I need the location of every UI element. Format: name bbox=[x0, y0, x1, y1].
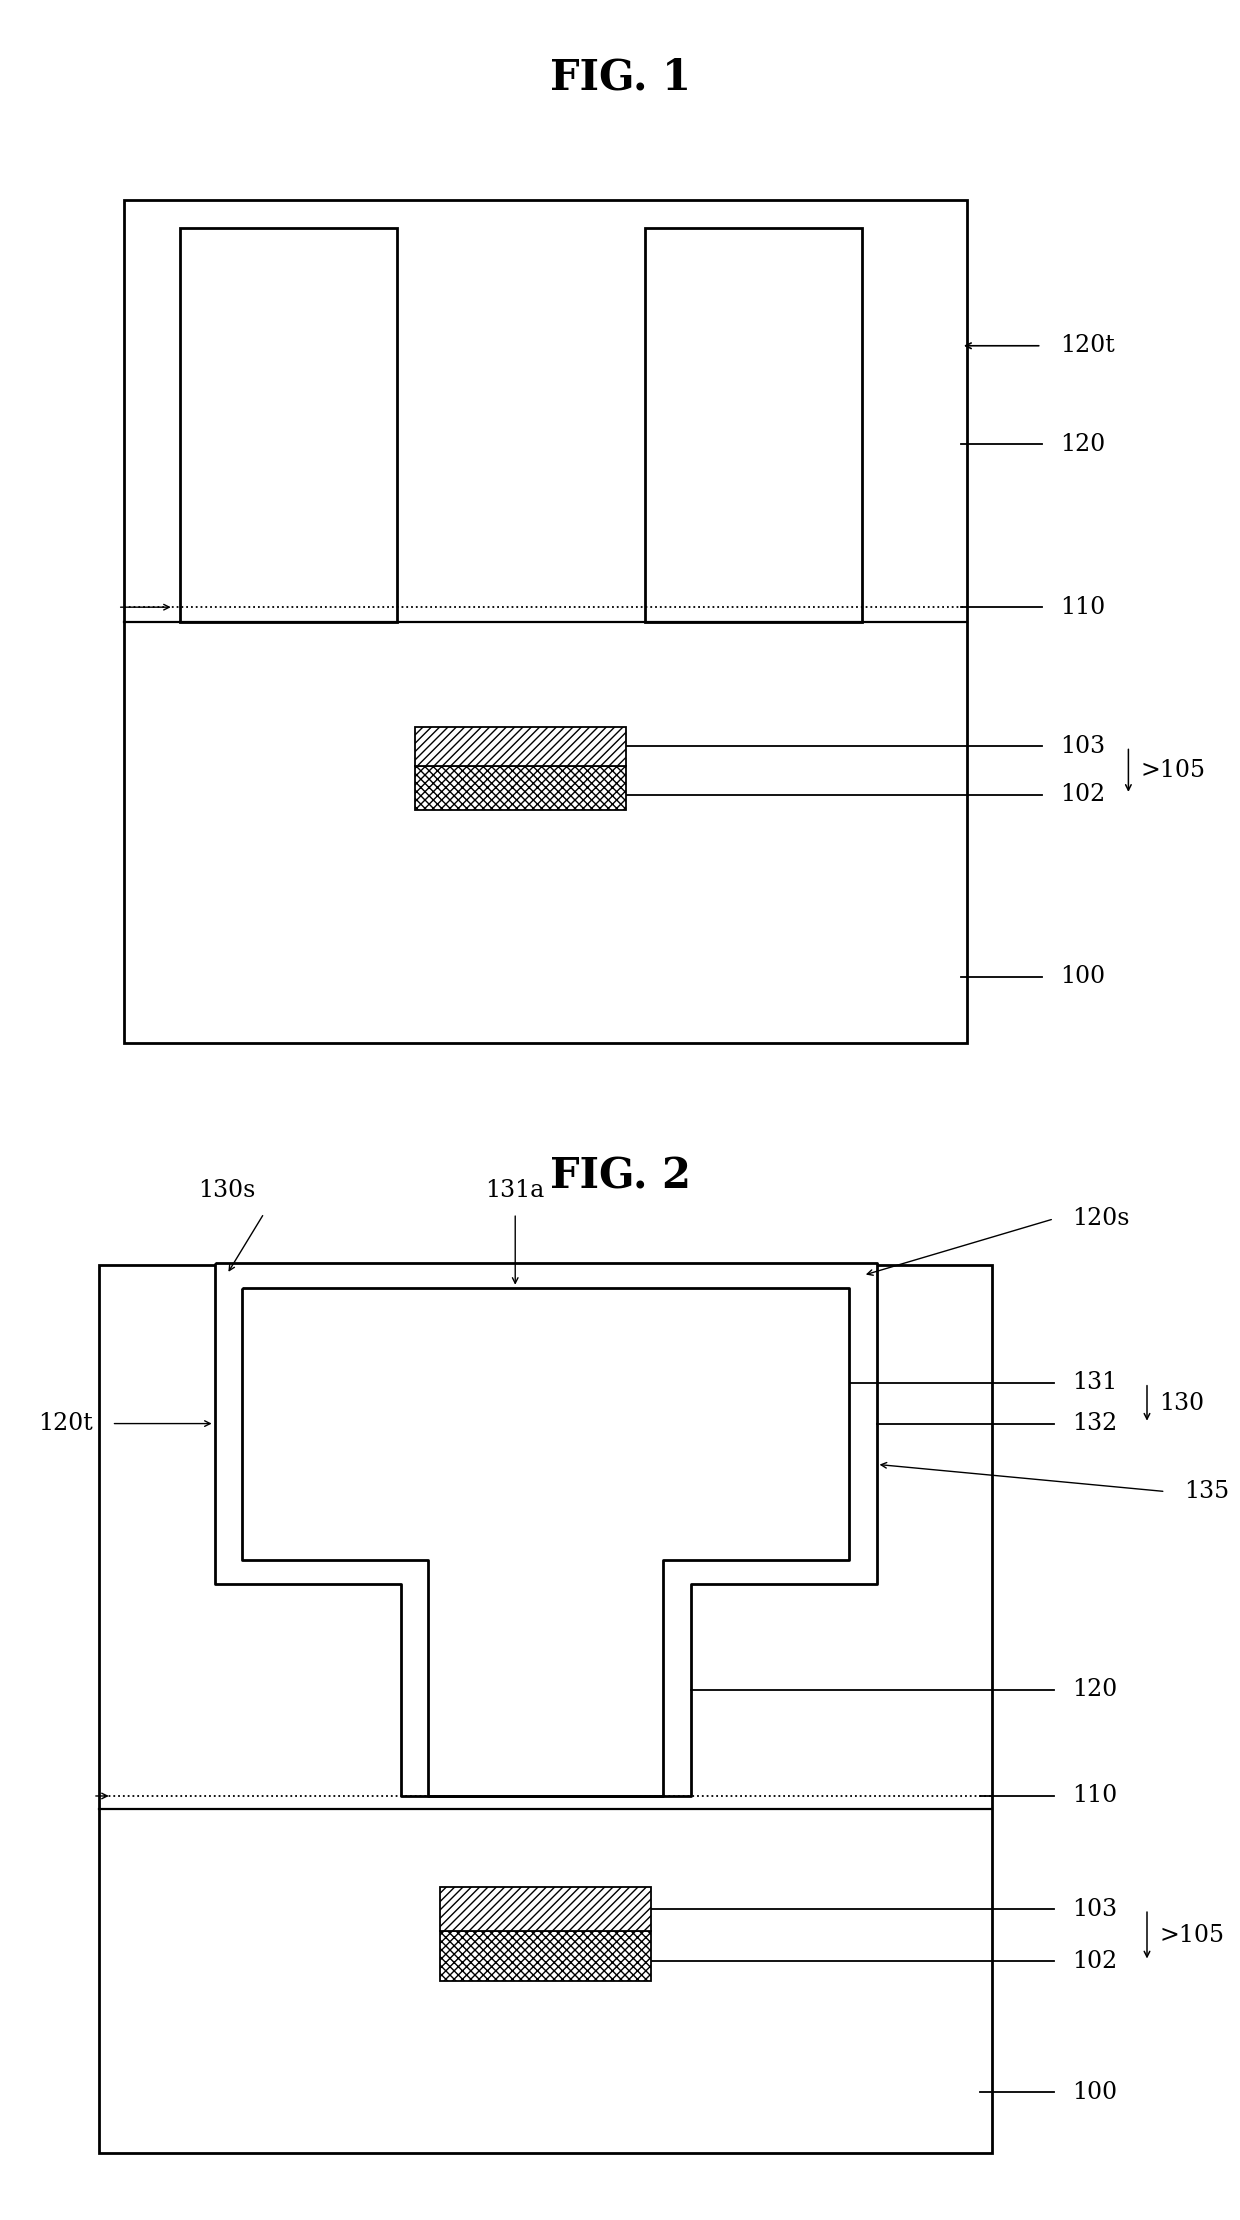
Bar bbox=[415, 766, 626, 810]
Bar bbox=[663, 1558, 849, 1585]
Bar bbox=[440, 1931, 651, 1980]
Text: 135: 135 bbox=[1184, 1481, 1229, 1503]
Bar bbox=[663, 1536, 691, 1796]
Bar bbox=[428, 1558, 663, 1796]
Bar bbox=[415, 728, 626, 766]
Text: FIG. 1: FIG. 1 bbox=[549, 58, 691, 98]
Text: 131a: 131a bbox=[486, 1179, 544, 1203]
Text: 131: 131 bbox=[1073, 1372, 1117, 1394]
Text: 132: 132 bbox=[1073, 1412, 1117, 1434]
Bar bbox=[645, 226, 862, 622]
Text: >105: >105 bbox=[1141, 759, 1205, 781]
Text: 103: 103 bbox=[1073, 1898, 1117, 1920]
Bar bbox=[242, 1288, 849, 1558]
Text: 110: 110 bbox=[1060, 595, 1105, 619]
Bar bbox=[440, 1887, 651, 1931]
Bar bbox=[99, 1265, 992, 2153]
Text: FIG. 2: FIG. 2 bbox=[549, 1157, 691, 1197]
Text: 120: 120 bbox=[1073, 1678, 1117, 1701]
Text: 102: 102 bbox=[1060, 784, 1105, 806]
Text: 110: 110 bbox=[1073, 1785, 1117, 1807]
Bar bbox=[242, 1558, 428, 1585]
Bar bbox=[269, 1288, 822, 1536]
Bar bbox=[180, 226, 397, 622]
Text: 120t: 120t bbox=[1060, 335, 1115, 357]
Text: 102: 102 bbox=[1073, 1949, 1117, 1974]
Text: 100: 100 bbox=[1060, 966, 1105, 988]
Text: >105: >105 bbox=[1159, 1925, 1224, 1947]
Bar bbox=[124, 200, 967, 1043]
Text: 120: 120 bbox=[1060, 433, 1105, 455]
Text: 130s: 130s bbox=[198, 1179, 255, 1203]
Text: 120s: 120s bbox=[1073, 1208, 1130, 1230]
Text: 100: 100 bbox=[1073, 2080, 1117, 2105]
Text: 130: 130 bbox=[1159, 1392, 1204, 1414]
Text: 103: 103 bbox=[1060, 735, 1105, 757]
Bar bbox=[401, 1536, 428, 1796]
Bar bbox=[215, 1263, 877, 1558]
Bar bbox=[455, 1585, 636, 1796]
Text: 120t: 120t bbox=[38, 1412, 93, 1434]
